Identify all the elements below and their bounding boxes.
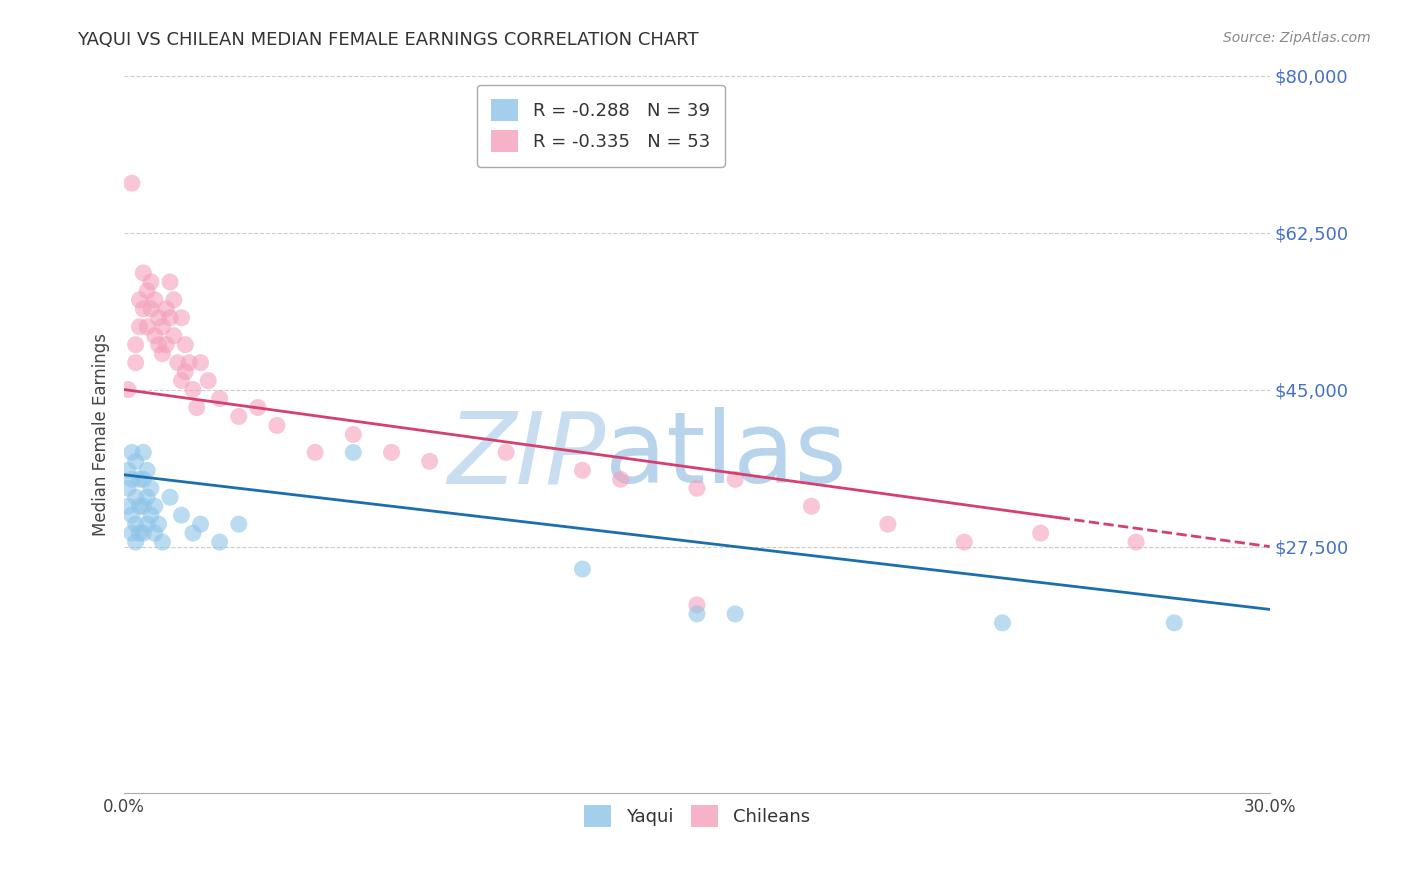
Point <box>342 445 364 459</box>
Point <box>121 445 143 459</box>
Point <box>159 490 181 504</box>
Point <box>132 266 155 280</box>
Point <box>228 517 250 532</box>
Point <box>152 347 174 361</box>
Point <box>121 176 143 190</box>
Point <box>124 535 146 549</box>
Point <box>609 472 631 486</box>
Point <box>190 517 212 532</box>
Point <box>724 607 747 621</box>
Point <box>170 508 193 523</box>
Point <box>143 293 166 307</box>
Point <box>117 481 139 495</box>
Point <box>124 356 146 370</box>
Point <box>1029 526 1052 541</box>
Point <box>152 319 174 334</box>
Point <box>686 598 709 612</box>
Point <box>121 472 143 486</box>
Text: atlas: atlas <box>606 408 846 505</box>
Point <box>132 445 155 459</box>
Point <box>170 374 193 388</box>
Point <box>128 472 150 486</box>
Point <box>181 526 204 541</box>
Point <box>190 356 212 370</box>
Point <box>139 275 162 289</box>
Point <box>197 374 219 388</box>
Point <box>132 301 155 316</box>
Point <box>571 463 593 477</box>
Point <box>304 445 326 459</box>
Point <box>148 337 170 351</box>
Point <box>128 319 150 334</box>
Point <box>132 472 155 486</box>
Point <box>148 517 170 532</box>
Point <box>155 301 177 316</box>
Point <box>208 535 231 549</box>
Text: YAQUI VS CHILEAN MEDIAN FEMALE EARNINGS CORRELATION CHART: YAQUI VS CHILEAN MEDIAN FEMALE EARNINGS … <box>77 31 699 49</box>
Point <box>136 490 159 504</box>
Point <box>724 472 747 486</box>
Point <box>1163 615 1185 630</box>
Point <box>686 481 709 495</box>
Point <box>136 517 159 532</box>
Point <box>163 293 186 307</box>
Text: ZIP: ZIP <box>447 408 606 505</box>
Point <box>953 535 976 549</box>
Point <box>143 500 166 514</box>
Point <box>170 310 193 325</box>
Point <box>136 319 159 334</box>
Point <box>117 500 139 514</box>
Point <box>148 310 170 325</box>
Point <box>139 481 162 495</box>
Point <box>876 517 898 532</box>
Point <box>163 328 186 343</box>
Point <box>124 454 146 468</box>
Point <box>571 562 593 576</box>
Point <box>686 607 709 621</box>
Point <box>124 490 146 504</box>
Legend: Yaqui, Chileans: Yaqui, Chileans <box>576 798 817 835</box>
Point <box>159 310 181 325</box>
Text: Source: ZipAtlas.com: Source: ZipAtlas.com <box>1223 31 1371 45</box>
Point <box>208 392 231 406</box>
Point <box>128 500 150 514</box>
Point <box>143 526 166 541</box>
Point <box>124 337 146 351</box>
Point <box>121 508 143 523</box>
Point <box>800 500 823 514</box>
Point <box>136 284 159 298</box>
Point <box>117 383 139 397</box>
Point <box>342 427 364 442</box>
Point <box>128 526 150 541</box>
Point <box>128 293 150 307</box>
Point <box>136 463 159 477</box>
Point <box>179 356 201 370</box>
Point <box>246 401 269 415</box>
Point <box>143 328 166 343</box>
Point <box>124 517 146 532</box>
Point <box>117 463 139 477</box>
Point <box>152 535 174 549</box>
Point <box>174 365 197 379</box>
Point <box>991 615 1014 630</box>
Point <box>159 275 181 289</box>
Point <box>174 337 197 351</box>
Point <box>266 418 288 433</box>
Point <box>132 526 155 541</box>
Point <box>380 445 402 459</box>
Point <box>1125 535 1147 549</box>
Point <box>419 454 441 468</box>
Y-axis label: Median Female Earnings: Median Female Earnings <box>93 333 110 536</box>
Point <box>132 500 155 514</box>
Point <box>139 508 162 523</box>
Point <box>181 383 204 397</box>
Point <box>139 301 162 316</box>
Point <box>166 356 188 370</box>
Point <box>228 409 250 424</box>
Point <box>121 526 143 541</box>
Point <box>495 445 517 459</box>
Point <box>186 401 208 415</box>
Point <box>155 337 177 351</box>
